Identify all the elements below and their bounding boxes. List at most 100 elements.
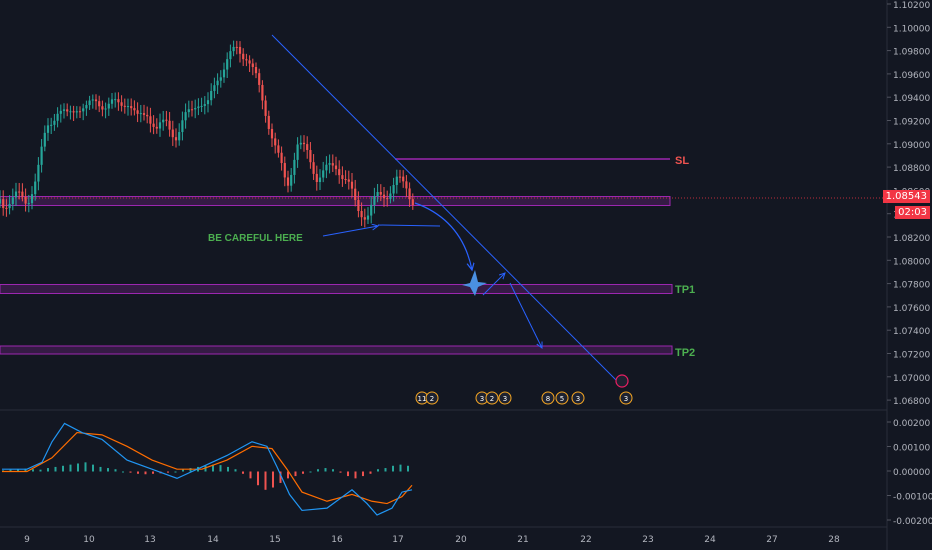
annotation-drawings[interactable] [322, 202, 542, 348]
candle-body [34, 181, 37, 195]
candle-body [226, 59, 229, 70]
time-axis[interactable]: 9 10 13 14 15 16 17 20 21 22 23 24 27 28 [24, 535, 840, 545]
candle-body [21, 191, 24, 197]
macd-histogram-bar [392, 465, 394, 472]
candle-body [136, 110, 139, 114]
macd-histogram-bar [69, 464, 72, 472]
candle-body [62, 109, 66, 111]
macd-histogram-bar [219, 465, 222, 472]
candle-body [120, 102, 123, 106]
candle-body [398, 176, 402, 178]
candle-body [8, 203, 11, 209]
event-markers[interactable]: 11 2 3 2 3 8 5 3 3 [415, 374, 633, 405]
time-tick-label: 9 [24, 535, 30, 545]
candle-body [82, 108, 85, 112]
candle-body [366, 215, 370, 220]
candle-body [171, 129, 174, 138]
macd-histogram-bar [47, 468, 49, 472]
candle-body [162, 119, 165, 123]
macd-histogram-bar [99, 466, 102, 472]
macd-histogram-bar [279, 471, 282, 483]
candle-body [152, 123, 155, 127]
bar-countdown-badge: 02:03 [895, 206, 930, 219]
candle-body [395, 176, 398, 185]
macd-histogram-bar [39, 469, 42, 472]
event-marker [619, 391, 633, 405]
candle-body [197, 106, 200, 109]
macd-histogram-bar [107, 468, 109, 472]
candle-body [325, 164, 328, 171]
support-pointer-line [377, 224, 441, 227]
level-zones[interactable] [0, 158, 887, 355]
macd-histogram-bar [62, 465, 64, 472]
macd-histogram-bar [242, 471, 244, 474]
candle-body [203, 104, 206, 106]
time-tick-label: 14 [207, 535, 219, 545]
candle-body [248, 60, 251, 64]
candle-body [299, 142, 302, 145]
candle-body [251, 63, 254, 68]
candle-body [382, 194, 386, 199]
candle-body [14, 191, 18, 198]
price-series [0, 40, 414, 228]
candle-body [123, 105, 126, 107]
candle-body [296, 144, 299, 160]
event-marker-label: 11 [418, 395, 427, 403]
candle-body [130, 106, 133, 109]
macd-histogram-bar [84, 462, 87, 472]
macd-histogram-bar [399, 464, 402, 472]
macd-histogram-bar [362, 471, 364, 477]
price-tick-label: 1.08000 [893, 257, 930, 267]
time-tick-label: 23 [642, 535, 653, 545]
candle-body [411, 199, 414, 206]
macd-histogram-bar [227, 466, 229, 472]
candle-body [219, 77, 222, 81]
macd-histogram-bar [309, 471, 312, 473]
candle-body [40, 146, 43, 165]
macd-histogram-bar [294, 471, 297, 477]
candle-body [379, 191, 382, 195]
descending-trendline [271, 34, 619, 383]
price-axis[interactable]: 1.10200 1.10000 1.09800 1.09600 1.09400 1.092… [887, 1, 930, 407]
candle-body [190, 109, 194, 111]
candle-body [229, 51, 232, 60]
macd-histogram-bar [144, 471, 147, 475]
candle-body [18, 191, 21, 193]
trendline[interactable] [271, 34, 619, 383]
event-marker-label: 2 [490, 395, 494, 403]
candle-body [85, 105, 88, 109]
candle-body [232, 46, 235, 52]
macd-histogram-bar [129, 471, 132, 473]
support-zone [0, 196, 671, 206]
candle-body [338, 169, 341, 176]
macd-histogram-bar [174, 471, 177, 473]
candle-body [91, 99, 94, 101]
price-tick-label: 1.07200 [893, 351, 930, 361]
candle-body [5, 207, 8, 209]
event-marker-label: 3 [576, 395, 580, 403]
candle-body [37, 164, 40, 182]
price-tick-label: 1.09800 [893, 48, 930, 58]
event-marker-label: 3 [624, 395, 628, 403]
candle-body [155, 126, 158, 129]
tp1-label: TP1 [675, 284, 695, 296]
candle-body [149, 116, 152, 124]
macd-histogram-bar [332, 469, 334, 472]
candle-body [27, 203, 30, 205]
candle-body [254, 67, 258, 74]
price-tick-label: 1.07800 [893, 281, 930, 291]
candle-body [264, 100, 267, 116]
price-tick-label: 1.07600 [893, 304, 930, 314]
macd-histogram-bar [407, 465, 409, 472]
candle-body [133, 108, 136, 111]
event-marker [615, 374, 629, 388]
candle-body [386, 198, 389, 200]
candle-body [267, 115, 270, 129]
macd-histogram-bar [272, 471, 274, 488]
candle-body [216, 80, 219, 86]
price-tick-label: 1.10000 [893, 24, 930, 34]
candle-body [312, 162, 315, 174]
candle-body [200, 105, 203, 107]
candle-body [318, 177, 322, 182]
